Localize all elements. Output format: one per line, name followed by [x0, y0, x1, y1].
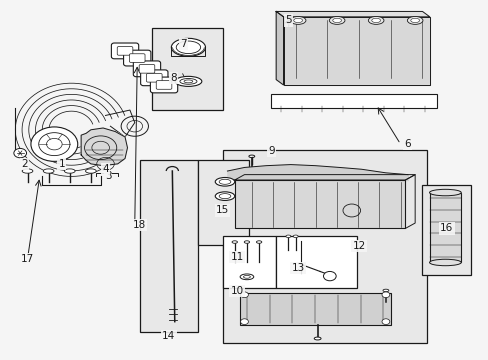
Text: 7: 7	[180, 39, 186, 49]
Ellipse shape	[410, 18, 419, 23]
Ellipse shape	[219, 194, 230, 199]
FancyBboxPatch shape	[129, 54, 145, 62]
FancyBboxPatch shape	[146, 73, 162, 82]
Text: 2: 2	[21, 159, 27, 169]
Ellipse shape	[64, 169, 75, 173]
Bar	[222, 235, 276, 288]
Polygon shape	[283, 17, 429, 85]
FancyBboxPatch shape	[156, 81, 171, 89]
Polygon shape	[81, 128, 127, 166]
Ellipse shape	[407, 17, 422, 24]
Circle shape	[381, 319, 389, 324]
Circle shape	[46, 138, 62, 150]
Text: 10: 10	[230, 286, 243, 296]
Text: 12: 12	[352, 241, 365, 251]
Ellipse shape	[371, 18, 380, 23]
Ellipse shape	[367, 17, 383, 24]
Text: 9: 9	[267, 146, 274, 156]
Ellipse shape	[256, 241, 261, 243]
Text: 15: 15	[216, 206, 229, 216]
Bar	[140, 160, 198, 332]
Ellipse shape	[215, 192, 234, 201]
Circle shape	[240, 319, 248, 324]
Circle shape	[381, 292, 389, 298]
Bar	[222, 149, 427, 343]
Bar	[198, 160, 249, 244]
Text: 6: 6	[404, 139, 410, 149]
Bar	[239, 293, 390, 325]
Ellipse shape	[175, 76, 202, 86]
Ellipse shape	[329, 17, 344, 24]
Bar	[234, 180, 405, 228]
Text: 1: 1	[58, 159, 65, 169]
Ellipse shape	[428, 259, 460, 266]
Ellipse shape	[180, 78, 197, 84]
Ellipse shape	[171, 39, 205, 56]
Text: 5: 5	[285, 15, 291, 26]
Ellipse shape	[219, 179, 230, 184]
Ellipse shape	[248, 155, 254, 158]
Ellipse shape	[314, 337, 321, 340]
Bar	[152, 28, 222, 110]
Ellipse shape	[428, 189, 460, 196]
FancyBboxPatch shape	[150, 77, 177, 93]
Bar	[271, 94, 436, 108]
Polygon shape	[276, 12, 283, 85]
Ellipse shape	[293, 18, 302, 23]
Circle shape	[39, 133, 70, 156]
Text: 17: 17	[21, 254, 34, 264]
Ellipse shape	[244, 241, 249, 243]
Circle shape	[323, 271, 335, 281]
Ellipse shape	[290, 17, 305, 24]
Text: 18: 18	[133, 220, 146, 230]
Ellipse shape	[382, 289, 388, 292]
Ellipse shape	[215, 177, 234, 186]
Circle shape	[240, 292, 248, 298]
Bar	[276, 235, 356, 288]
Ellipse shape	[176, 41, 200, 54]
Text: 8: 8	[170, 73, 177, 83]
Circle shape	[14, 148, 26, 158]
Text: 11: 11	[230, 252, 244, 262]
Ellipse shape	[332, 18, 341, 23]
FancyBboxPatch shape	[141, 70, 167, 86]
Bar	[429, 193, 460, 262]
Bar	[422, 185, 470, 275]
Ellipse shape	[293, 235, 298, 238]
Text: 14: 14	[162, 331, 175, 341]
Ellipse shape	[232, 241, 237, 243]
Text: 16: 16	[439, 224, 452, 233]
Text: 13: 13	[291, 263, 304, 273]
Ellipse shape	[183, 80, 192, 83]
Ellipse shape	[22, 169, 33, 173]
FancyBboxPatch shape	[111, 43, 139, 59]
Circle shape	[31, 127, 78, 161]
FancyBboxPatch shape	[123, 50, 151, 66]
Polygon shape	[276, 12, 429, 17]
Text: 3: 3	[104, 171, 111, 181]
FancyBboxPatch shape	[133, 61, 160, 77]
FancyBboxPatch shape	[117, 46, 133, 55]
Text: 4: 4	[102, 164, 109, 174]
Ellipse shape	[285, 235, 290, 238]
FancyBboxPatch shape	[139, 64, 155, 73]
Ellipse shape	[85, 169, 96, 173]
Ellipse shape	[43, 169, 54, 173]
